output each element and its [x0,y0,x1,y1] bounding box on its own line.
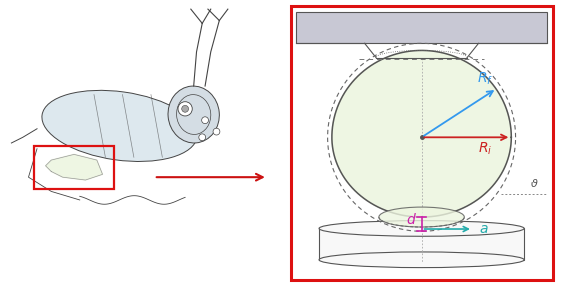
Text: $a$: $a$ [478,222,488,236]
Text: $R_i$: $R_i$ [478,141,492,157]
Bar [34,146,114,188]
Text: $d$: $d$ [406,212,417,227]
Bar [296,12,547,43]
Ellipse shape [42,90,197,162]
Text: $R_f$: $R_f$ [477,71,493,87]
Ellipse shape [168,86,219,143]
Circle shape [178,102,192,116]
Ellipse shape [319,252,524,268]
Circle shape [182,106,188,112]
Bar [319,229,524,260]
Circle shape [213,128,220,135]
Text: $\vartheta$: $\vartheta$ [530,177,539,189]
Circle shape [202,117,209,124]
Polygon shape [46,154,103,180]
Ellipse shape [379,207,464,227]
Ellipse shape [319,221,524,236]
Circle shape [199,134,206,141]
Polygon shape [332,50,512,217]
